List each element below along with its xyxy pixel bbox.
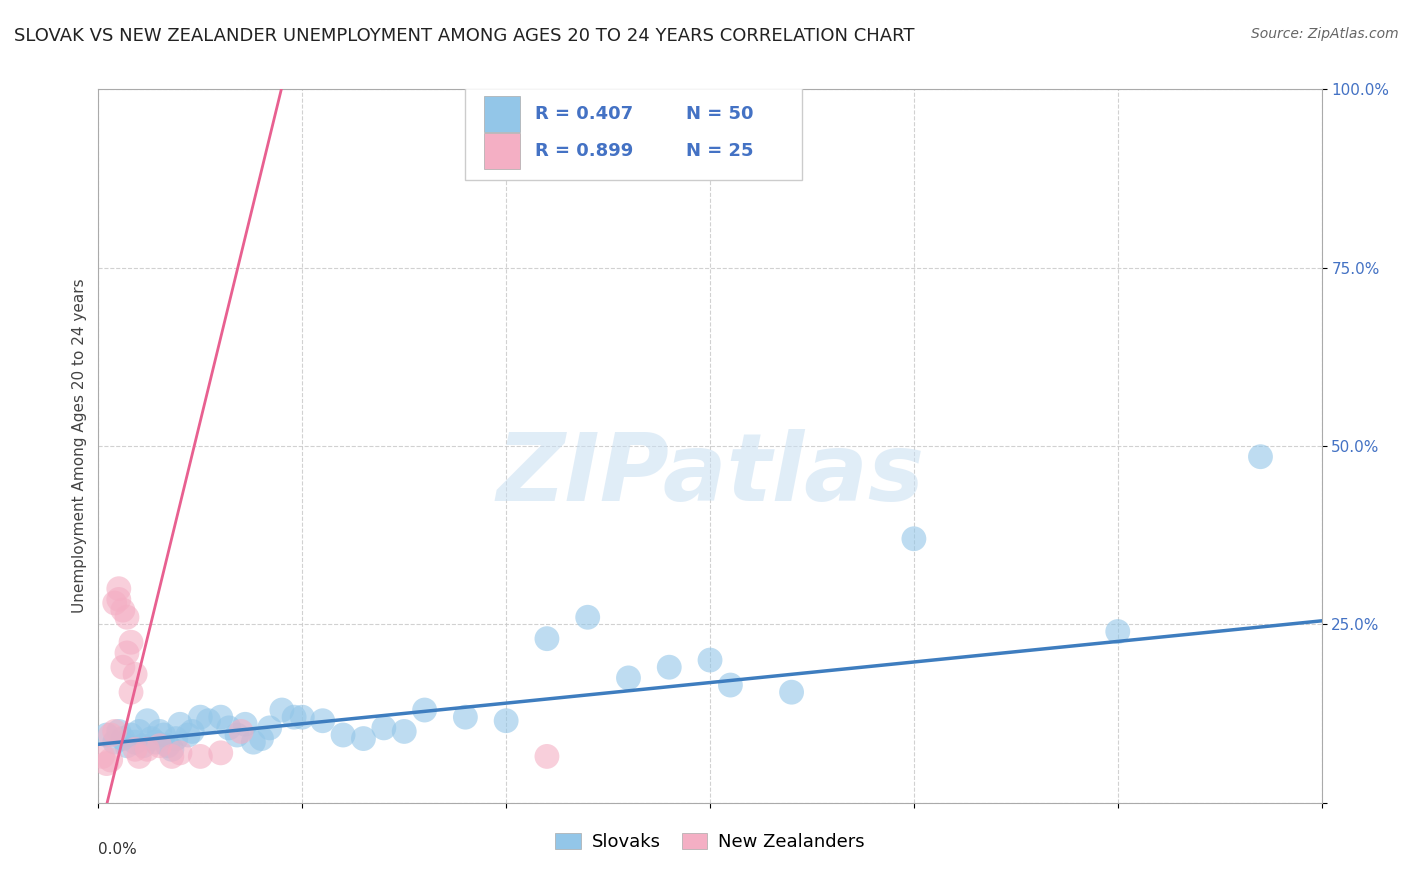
Point xyxy=(495,714,517,728)
Point xyxy=(780,685,803,699)
Text: Source: ZipAtlas.com: Source: ZipAtlas.com xyxy=(1251,27,1399,41)
Point xyxy=(283,710,305,724)
Point xyxy=(169,746,191,760)
Point xyxy=(132,739,155,753)
Legend: Slovaks, New Zealanders: Slovaks, New Zealanders xyxy=(548,825,872,858)
Y-axis label: Unemployment Among Ages 20 to 24 years: Unemployment Among Ages 20 to 24 years xyxy=(72,278,87,614)
Point xyxy=(124,742,146,756)
Point xyxy=(699,653,721,667)
Point xyxy=(149,724,172,739)
Text: R = 0.407: R = 0.407 xyxy=(536,105,633,123)
Text: N = 25: N = 25 xyxy=(686,143,754,161)
Point xyxy=(177,728,200,742)
Point xyxy=(188,749,212,764)
Bar xyxy=(484,96,520,132)
Point xyxy=(392,724,416,739)
Point xyxy=(108,592,131,607)
Point xyxy=(100,728,122,742)
Point xyxy=(120,635,142,649)
Text: SLOVAK VS NEW ZEALANDER UNEMPLOYMENT AMONG AGES 20 TO 24 YEARS CORRELATION CHART: SLOVAK VS NEW ZEALANDER UNEMPLOYMENT AMO… xyxy=(14,27,914,45)
Point xyxy=(413,703,436,717)
Point xyxy=(454,710,477,724)
Point xyxy=(108,582,131,596)
Point xyxy=(312,714,335,728)
Point xyxy=(291,710,314,724)
Point xyxy=(145,735,167,749)
Point xyxy=(115,739,138,753)
Point xyxy=(270,703,294,717)
Text: R = 0.899: R = 0.899 xyxy=(536,143,633,161)
Point xyxy=(250,731,273,746)
Point xyxy=(100,753,122,767)
Point xyxy=(128,749,150,764)
Point xyxy=(1107,624,1129,639)
Point xyxy=(209,710,232,724)
Point xyxy=(218,721,240,735)
Point xyxy=(576,610,599,624)
Point xyxy=(124,735,146,749)
Point xyxy=(120,728,142,742)
Point xyxy=(188,710,212,724)
Point xyxy=(160,742,183,756)
Point xyxy=(242,735,264,749)
Point xyxy=(209,746,232,760)
Point xyxy=(181,724,204,739)
Point xyxy=(169,717,191,731)
Point xyxy=(373,721,395,735)
Point xyxy=(111,731,134,746)
Point xyxy=(96,756,118,771)
Point xyxy=(259,721,281,735)
Point xyxy=(165,731,187,746)
Point xyxy=(115,646,138,660)
Point xyxy=(136,742,159,756)
Point xyxy=(903,532,925,546)
Point xyxy=(124,667,146,681)
Point xyxy=(104,735,127,749)
Point xyxy=(115,610,138,624)
Point xyxy=(536,632,558,646)
Point xyxy=(91,749,114,764)
Point xyxy=(104,724,127,739)
Point xyxy=(120,685,142,699)
Point xyxy=(658,660,681,674)
Point xyxy=(617,671,640,685)
Point xyxy=(332,728,354,742)
Point xyxy=(231,724,253,739)
FancyBboxPatch shape xyxy=(465,88,801,180)
Point xyxy=(96,728,118,742)
Point xyxy=(152,728,174,742)
Point xyxy=(141,731,163,746)
Point xyxy=(136,714,159,728)
Point xyxy=(128,724,150,739)
Point xyxy=(1249,450,1271,464)
Bar xyxy=(484,134,520,169)
Point xyxy=(149,739,172,753)
Point xyxy=(111,660,134,674)
Text: 0.0%: 0.0% xyxy=(98,842,138,857)
Point xyxy=(197,714,219,728)
Text: N = 50: N = 50 xyxy=(686,105,754,123)
Point xyxy=(156,739,179,753)
Point xyxy=(352,731,374,746)
Point xyxy=(718,678,742,692)
Point xyxy=(536,749,558,764)
Point xyxy=(233,717,256,731)
Point xyxy=(226,728,249,742)
Point xyxy=(104,596,127,610)
Point xyxy=(108,724,131,739)
Point xyxy=(111,603,134,617)
Point xyxy=(160,749,183,764)
Text: ZIPatlas: ZIPatlas xyxy=(496,428,924,521)
